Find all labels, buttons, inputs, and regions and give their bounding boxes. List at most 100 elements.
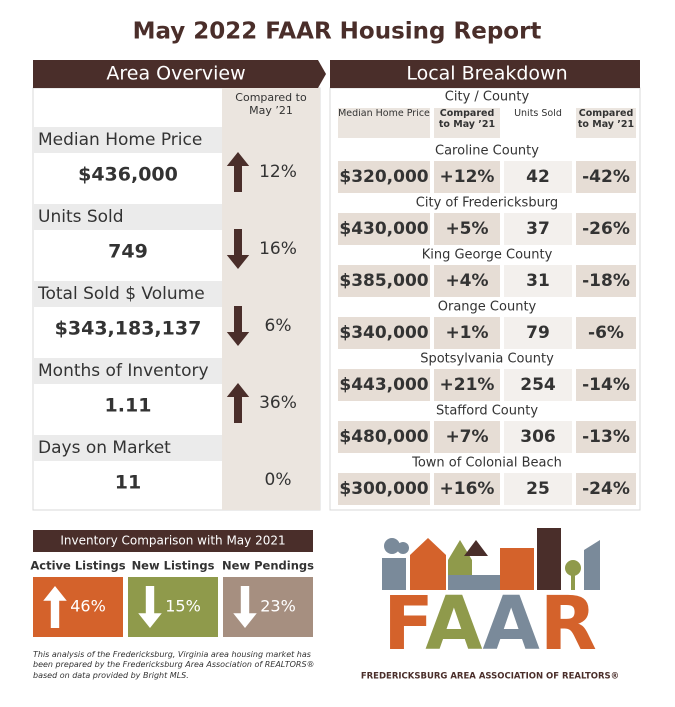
cell-value: $430,000 (339, 219, 428, 239)
local-heading: Local Breakdown (406, 63, 567, 85)
inventory-box (223, 577, 313, 637)
value-cell (338, 213, 430, 245)
cell-value: +12% (440, 167, 495, 187)
cell-value: 254 (520, 375, 556, 395)
column-header: Median Home Price (338, 109, 430, 119)
inventory-arrow (43, 586, 67, 628)
area-header-bar (33, 60, 326, 88)
compared-header: Compared to May ’21 (235, 92, 307, 117)
logo-subtitle: FREDERICKSBURG AREA ASSOCIATION OF REALT… (361, 672, 619, 682)
value-cell (434, 421, 500, 453)
inventory-box (33, 577, 123, 637)
column-header-cell (576, 108, 636, 138)
area-name: King George County (422, 248, 553, 263)
cell-value: -26% (582, 219, 630, 239)
value-cell (338, 161, 430, 193)
trend-arrow (226, 152, 250, 192)
metric-value: 1.11 (105, 395, 152, 417)
cell-value: -14% (582, 375, 630, 395)
value-cell (504, 265, 572, 297)
inventory-change: 23% (260, 597, 296, 616)
value-cell (504, 161, 572, 193)
cell-value: $443,000 (339, 375, 428, 395)
value-cell (504, 421, 572, 453)
value-cell (338, 369, 430, 401)
metric-change: 16% (259, 239, 297, 259)
logo-icon (382, 528, 600, 590)
column-header: Compared to May ’21 (438, 109, 496, 130)
metric-label: Units Sold (38, 207, 124, 227)
cell-value: +21% (440, 375, 495, 395)
value-cell (434, 265, 500, 297)
cell-value: $300,000 (339, 479, 428, 499)
cell-value: +1% (445, 323, 488, 343)
value-cell (504, 213, 572, 245)
cell-value: 306 (520, 427, 556, 447)
cell-value: $480,000 (339, 427, 428, 447)
cell-value: 37 (526, 219, 550, 239)
area-name: Spotsylvania County (420, 352, 554, 367)
inventory-change: 15% (165, 597, 201, 616)
inventory-label: Active Listings (30, 559, 125, 573)
metric-change: 0% (265, 470, 292, 490)
value-cell (504, 369, 572, 401)
value-cell (434, 317, 500, 349)
local-header-bar (330, 60, 640, 88)
cell-value: +4% (445, 271, 488, 291)
inventory-box (128, 577, 218, 637)
trend-arrow (226, 229, 250, 269)
value-cell (434, 369, 500, 401)
value-cell (576, 213, 636, 245)
column-header-box: Median Home Price (338, 109, 430, 119)
cell-value: $320,000 (339, 167, 428, 187)
column-header-cell (338, 108, 430, 138)
metric-value: 749 (108, 241, 148, 263)
column-header-cell (434, 108, 500, 138)
cell-value: -18% (582, 271, 630, 291)
cell-value: 79 (526, 323, 550, 343)
compare-column (222, 88, 320, 510)
label-band (34, 435, 222, 461)
value-cell (338, 421, 430, 453)
metric-change: 12% (259, 162, 297, 182)
metric-value: $343,183,137 (55, 318, 202, 340)
label-band (34, 204, 222, 230)
label-band (34, 358, 222, 384)
inventory-label: New Listings (132, 559, 215, 573)
value-cell (338, 473, 430, 505)
inventory-change: 46% (70, 597, 106, 616)
area-heading: Area Overview (106, 63, 245, 85)
value-cell (434, 161, 500, 193)
inventory-arrow (233, 586, 257, 628)
metric-change: 6% (265, 316, 292, 336)
cell-value: +7% (445, 427, 488, 447)
cell-value: 25 (526, 479, 550, 499)
cell-value: +5% (445, 219, 488, 239)
inventory-header-bar (33, 530, 313, 552)
column-header-cell (504, 108, 572, 138)
value-cell (576, 473, 636, 505)
column-header-box: Compared to May ’21 (577, 109, 635, 130)
logo-text: FAAR (383, 581, 597, 667)
column-header-box: Compared to May ’21 (438, 109, 496, 130)
trend-arrow (226, 306, 250, 346)
column-header: Units Sold (514, 109, 562, 119)
metric-label: Days on Market (38, 438, 171, 458)
cell-value: -13% (582, 427, 630, 447)
area-name: Stafford County (436, 404, 538, 419)
value-cell (576, 369, 636, 401)
value-cell (338, 317, 430, 349)
metric-change: 36% (259, 393, 297, 413)
cell-value: $340,000 (339, 323, 428, 343)
compared-header-box: Compared to May ’21 (235, 92, 307, 117)
label-band (34, 281, 222, 307)
value-cell (576, 421, 636, 453)
value-cell (576, 317, 636, 349)
value-cell (576, 161, 636, 193)
column-header: Compared to May ’21 (577, 109, 635, 130)
metric-value: $436,000 (78, 164, 178, 186)
value-cell (434, 473, 500, 505)
area-name: Orange County (438, 300, 537, 315)
cell-value: -24% (582, 479, 630, 499)
title: May 2022 FAAR Housing Report (133, 19, 542, 45)
